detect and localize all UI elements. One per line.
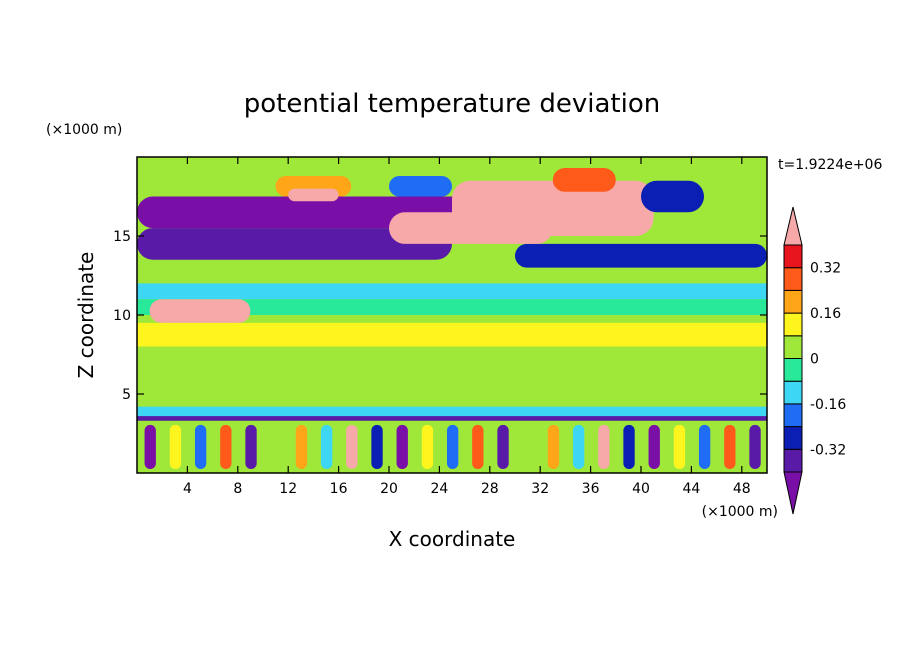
colorbar-box-7 [783,289,803,314]
boundary-cell-21 [673,424,686,469]
colorbar-label-1: 0.16 [810,306,841,322]
x-tick-label-2: 12 [279,481,297,497]
boundary-cell-3 [220,424,232,469]
x-tick-label-5: 24 [430,481,448,497]
x-tick-label-1: 8 [233,481,242,497]
boundary-cell-8 [346,424,358,469]
x-tick-label-9: 40 [632,481,650,497]
time-label: t=1.9224e+06 [778,157,882,173]
x-tick-label-4: 20 [380,481,398,497]
boundary-cell-17 [572,424,585,469]
field-region-15 [149,299,251,323]
boundary-cell-7 [320,424,333,469]
colorbar-label-2: 0 [810,352,819,368]
field-region-18 [137,406,767,418]
field-region-9 [389,212,553,244]
boundary-cell-0 [144,424,156,469]
field-region-5 [515,243,767,268]
field-region-16 [137,322,767,347]
boundary-cell-1 [169,424,182,469]
colorbar-box-3 [783,380,803,405]
y-axis-units: (×1000 m) [46,122,122,138]
colorbar-box-2 [783,403,803,428]
colorbar-extend-bottom [783,471,803,515]
colorbar-box-8 [783,267,803,291]
boundary-cell-23 [724,424,736,469]
colorbar-box-1 [783,426,803,450]
boundary-cell-15 [522,424,534,469]
x-tick-label-6: 28 [481,481,499,497]
field-region-2 [137,164,440,181]
boundary-cell-4 [245,424,257,469]
x-axis-label: X coordinate [389,527,516,551]
boundary-cell-13 [472,424,484,469]
boundary-cell-19 [623,424,635,469]
boundary-cell-6 [295,424,308,469]
plot-area [136,156,768,474]
boundary-cell-22 [698,424,711,469]
boundary-cell-10 [396,424,408,469]
chart-title: potential temperature deviation [244,89,660,119]
colorbar-label-4: -0.32 [810,442,846,458]
boundary-cell-2 [194,424,207,469]
colorbar-extend-top [783,206,803,246]
x-tick-label-0: 4 [183,481,192,497]
x-tick-label-7: 32 [531,481,549,497]
boundary-cell-11 [421,424,434,469]
colorbar: 0.32 0.16 0 -0.16 -0.32 [783,206,846,515]
x-axis-units: (×1000 m) [702,504,778,520]
colorbar-box-0 [783,448,803,473]
colorbar-label-0: 0.32 [810,261,841,277]
y-axis-ticks: 5 10 15 [113,229,767,403]
boundary-cell-9 [371,424,383,469]
y-tick-label-2: 15 [113,229,131,245]
field-region-7 [288,188,339,202]
field-region-11 [641,180,704,213]
field-region-17 [137,346,767,402]
x-tick-label-11: 48 [733,481,751,497]
y-axis-label: Z coordinate [74,252,98,379]
field-region-10 [552,168,616,192]
field-region-13 [137,283,767,300]
colorbar-box-5 [783,335,803,359]
field-region-4 [137,228,452,260]
x-axis-ticks: 4 8 12 16 20 24 28 32 36 40 44 48 [183,157,751,497]
colorbar-label-3: -0.16 [810,397,846,413]
colorbar-box-4 [783,358,803,382]
colorbar-box-6 [783,312,803,337]
boundary-cell-20 [648,424,660,469]
boundary-cell-5 [270,424,282,469]
x-tick-label-10: 44 [682,481,700,497]
boundary-cell-24 [749,424,761,469]
field-region-12 [389,175,452,197]
boundary-cell-16 [547,424,560,469]
x-tick-label-3: 16 [330,481,348,497]
y-tick-label-0: 5 [122,387,131,403]
field-region-19 [137,416,767,421]
field-region-14 [137,299,767,315]
boundary-cell-18 [598,424,610,469]
x-tick-label-8: 36 [582,481,600,497]
colorbar-box-9 [783,244,803,269]
boundary-cell-12 [446,424,459,469]
boundary-cell-14 [497,424,509,469]
y-tick-label-1: 10 [113,308,131,324]
